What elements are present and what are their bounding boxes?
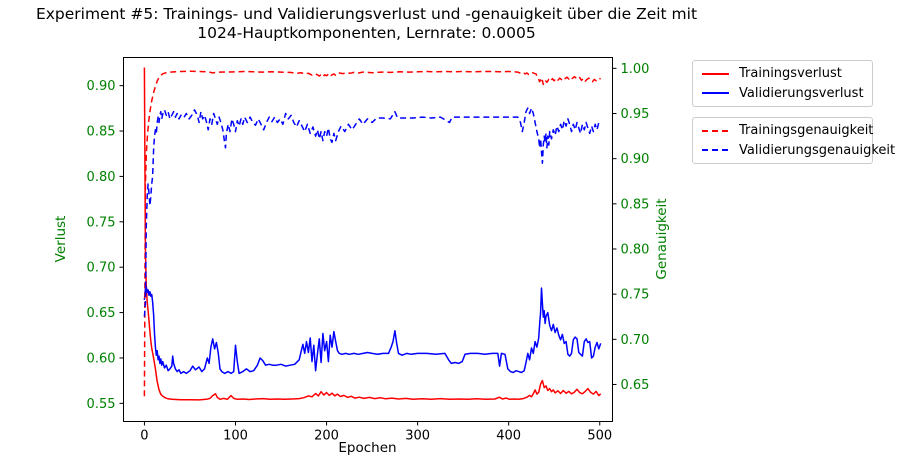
- chart-title: Experiment #5: Trainings- und Validierun…: [0, 5, 733, 43]
- x-tick-label: 0: [140, 429, 148, 444]
- y-axis-label-right: Genauigkeit: [654, 198, 670, 280]
- y-right-tick-label: 0.85: [621, 197, 650, 212]
- y-right-tick-label: 0.95: [621, 107, 650, 122]
- series-line-validierungsgenauigkeit: [143, 107, 602, 317]
- legend-loss: Trainingsverlust Validierungsverlust: [692, 60, 873, 107]
- legend-item: Validierungsgenauigkeit: [702, 143, 895, 158]
- legend-line-sample-dashed: [702, 129, 729, 132]
- legend-item-label: Validierungsgenauigkeit: [739, 142, 896, 158]
- legend-line-sample-solid: [702, 92, 729, 95]
- y-axis-label-left: Verlust: [53, 215, 69, 263]
- x-tick-label: 300: [405, 429, 430, 444]
- legend-line-sample-solid: [702, 72, 729, 75]
- y-right-tick-label: 1.00: [621, 62, 650, 77]
- legend-item: Trainingsgenauigkeit: [702, 123, 873, 138]
- x-axis-label: Epochen: [338, 440, 397, 456]
- legend-item: Validierungsverlust: [702, 85, 864, 101]
- tick-labels: 0 100 200 300 400 500 0.55 0.60 0.65 0.70 0.75 0.80…: [87, 62, 650, 444]
- data-series: [143, 67, 602, 401]
- y-left-tick-label: 0.90: [87, 79, 116, 94]
- x-tick-label: 100: [223, 429, 248, 444]
- y-left-tick-label: 0.85: [87, 125, 116, 140]
- legend-line-sample-dashed: [702, 149, 729, 152]
- chart-title-line1: Experiment #5: Trainings- und Validierun…: [35, 5, 698, 23]
- series-line-trainingsverlust: [143, 67, 602, 401]
- tick-marks: [119, 67, 617, 426]
- y-right-tick-label: 0.90: [621, 152, 650, 167]
- y-left-tick-label: 0.55: [87, 397, 116, 412]
- x-tick-label: 200: [314, 429, 339, 444]
- legend-item-label: Validierungsverlust: [739, 85, 864, 101]
- y-left-tick-label: 0.80: [87, 170, 116, 185]
- legend-item: Trainingsverlust: [702, 66, 863, 81]
- x-tick-label: 400: [496, 429, 521, 444]
- series-line-trainingsgenauigkeit: [143, 70, 601, 397]
- legend-item-label: Trainingsverlust: [739, 66, 842, 82]
- axes-box: [123, 57, 613, 422]
- y-left-tick-label: 0.70: [87, 261, 116, 276]
- y-right-tick-label: 0.70: [621, 333, 650, 348]
- series-line-validierungsverlust: [143, 286, 602, 375]
- legend-accuracy: Trainingsgenauigkeit Validierungsgenauigk…: [692, 117, 895, 164]
- y-left-tick-label: 0.65: [87, 306, 116, 321]
- y-right-tick-label: 0.80: [621, 242, 650, 257]
- chart-title-line2: 1024-Hauptkomponenten, Lernrate: 0.0005: [197, 24, 536, 42]
- y-left-tick-label: 0.75: [87, 215, 116, 230]
- y-left-tick-label: 0.60: [87, 351, 116, 366]
- y-right-tick-label: 0.75: [621, 288, 650, 303]
- x-tick-label: 500: [587, 429, 612, 444]
- legend-item-label: Trainingsgenauigkeit: [739, 123, 874, 139]
- y-right-tick-label: 0.65: [621, 378, 650, 393]
